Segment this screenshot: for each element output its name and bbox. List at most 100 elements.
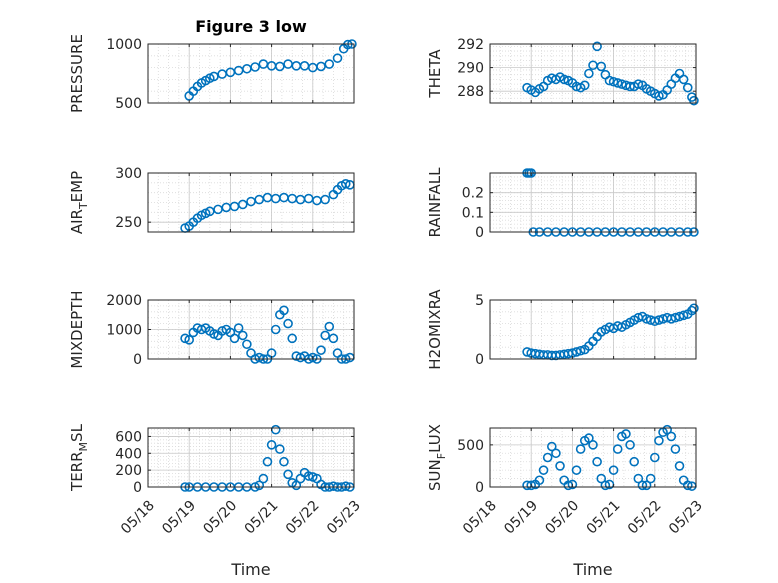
x-tick-label: 05/20 xyxy=(200,498,240,538)
axes-frame xyxy=(489,43,697,104)
data-point xyxy=(332,53,343,63)
y-tick-label: 0.2 xyxy=(462,186,484,202)
axes-frame xyxy=(147,172,355,233)
x-tick-label: 05/21 xyxy=(242,498,282,538)
data-point xyxy=(633,79,644,89)
x-tick-label: 05/20 xyxy=(542,498,582,538)
y-tick-label: 400 xyxy=(115,446,142,462)
data-point xyxy=(233,323,244,333)
axes-frame xyxy=(489,299,697,360)
data-point xyxy=(184,335,194,345)
data-point xyxy=(588,440,598,450)
y-tick-label: 500 xyxy=(115,96,142,112)
data-point xyxy=(633,473,644,484)
x-tick-label: 05/18 xyxy=(118,498,158,538)
axes-background xyxy=(490,173,696,232)
data-point xyxy=(641,480,652,491)
x-tick-label: 05/19 xyxy=(501,498,541,538)
data-point xyxy=(666,431,677,442)
data-point xyxy=(209,329,219,339)
data-point xyxy=(324,321,335,332)
data-point xyxy=(654,91,664,101)
data-point xyxy=(209,71,219,82)
x-tick-label: 05/23 xyxy=(666,498,706,538)
x-tick-label: 05/22 xyxy=(283,498,323,538)
x-tick-label: 05/23 xyxy=(324,498,364,538)
data-point xyxy=(275,61,285,72)
data-point xyxy=(612,444,623,454)
y-tick-label: 200 xyxy=(115,463,142,479)
data-point xyxy=(343,39,353,50)
panel-2: 288 290 292 THETA xyxy=(426,37,699,106)
data-point xyxy=(662,424,672,435)
data-point xyxy=(283,318,293,329)
data-point xyxy=(555,461,565,471)
data-point xyxy=(324,59,335,69)
data-point xyxy=(538,465,549,475)
data-point xyxy=(674,311,685,322)
y-tick-label: 300 xyxy=(115,166,142,182)
data-point xyxy=(340,481,351,491)
data-point xyxy=(682,82,693,93)
data-point xyxy=(600,480,611,491)
panel-3: 250 300 AIRTEMP xyxy=(68,166,355,234)
axes-frame xyxy=(489,172,697,233)
data-point xyxy=(340,179,351,189)
data-point xyxy=(303,471,314,481)
y-axis-label: MIXDEPTH xyxy=(68,290,86,368)
data-point xyxy=(625,81,635,92)
data-point xyxy=(291,480,302,491)
data-point xyxy=(287,333,298,344)
data-point xyxy=(682,480,693,491)
data-point xyxy=(689,303,699,314)
data-point xyxy=(592,41,602,52)
data-point xyxy=(654,435,664,446)
data-point xyxy=(262,456,273,467)
axes-frame xyxy=(147,43,355,104)
data-point xyxy=(649,316,660,327)
data-point xyxy=(604,75,615,86)
data-point xyxy=(307,352,318,363)
data-point xyxy=(612,78,623,88)
panel-6: 0 5 H2OMIXRA xyxy=(426,289,699,370)
y-tick-label: 0 xyxy=(133,352,142,368)
data-point xyxy=(283,469,293,480)
data-point xyxy=(237,199,248,210)
y-tick-label: 288 xyxy=(457,84,484,100)
data-point xyxy=(534,475,545,486)
data-point xyxy=(575,444,586,454)
data-point xyxy=(608,465,619,475)
data-point xyxy=(678,74,689,85)
data-point xyxy=(237,330,248,341)
y-axis-label: THETA xyxy=(426,49,444,99)
data-point xyxy=(250,62,260,72)
y-axis-label: RAINFALL xyxy=(426,167,444,238)
y-tick-label: 290 xyxy=(457,61,484,77)
data-point xyxy=(571,347,582,357)
data-point xyxy=(551,448,561,459)
y-axis-label: SUNFLUX xyxy=(426,424,448,491)
data-point xyxy=(608,76,619,87)
data-point xyxy=(654,315,664,325)
y-tick-label: 5 xyxy=(475,293,484,309)
data-point xyxy=(258,473,269,484)
x-axis-label: Time xyxy=(230,560,270,579)
y-tick-label: 0 xyxy=(133,480,142,496)
data-point xyxy=(596,61,607,72)
x-tick-label: 05/21 xyxy=(584,498,624,538)
data-point xyxy=(242,339,252,350)
y-tick-label: 1000 xyxy=(106,323,142,339)
axes-background xyxy=(490,300,696,359)
data-point xyxy=(279,456,289,467)
data-point xyxy=(579,80,590,91)
data-point xyxy=(270,324,281,335)
x-tick-label: 05/22 xyxy=(625,498,665,538)
data-point xyxy=(567,479,578,490)
data-point xyxy=(649,452,660,463)
data-point xyxy=(641,314,652,324)
data-point xyxy=(666,314,677,324)
data-point xyxy=(316,61,326,72)
data-point xyxy=(571,465,582,475)
y-tick-label: 0.1 xyxy=(462,205,484,221)
data-point xyxy=(596,473,607,484)
